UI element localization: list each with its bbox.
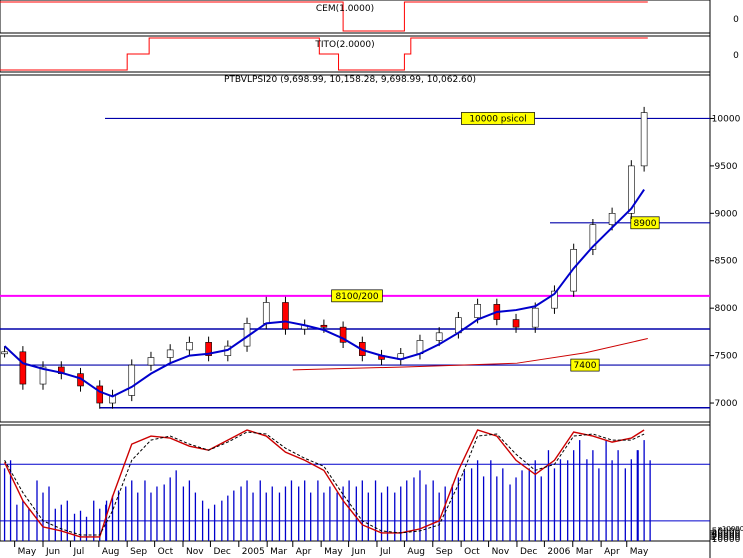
candle-body	[1, 351, 8, 355]
candle-body	[435, 332, 443, 341]
candle-body	[320, 324, 328, 328]
moving-average-line	[3, 189, 645, 398]
x-tick-label: Aug	[407, 547, 425, 557]
annotation-label: 8100/200	[335, 292, 378, 302]
volume-tick-label: 20000	[712, 533, 741, 543]
x-tick-label: Aug	[102, 547, 120, 557]
candle-body	[282, 302, 289, 330]
x-tick-label: Nov	[492, 547, 510, 557]
x-tick-label: Apr	[604, 547, 620, 557]
candle-body	[205, 342, 212, 356]
volume-multiplier: x10000	[718, 525, 743, 533]
candle-body	[96, 385, 104, 404]
candle-body	[39, 366, 47, 385]
x-tick-label: Dec	[213, 547, 230, 557]
tito-axis-label: 0	[733, 51, 739, 61]
tito-label: TITO(2.0000)	[314, 40, 374, 50]
volume-tick-label: 10000	[712, 535, 741, 545]
x-tick-label: Sep	[130, 547, 147, 557]
candle-body	[186, 342, 193, 351]
candle-body	[628, 165, 635, 214]
panel-frame	[0, 74, 711, 423]
volume-tick-label: 30000	[712, 531, 741, 541]
x-tick-label: Jun	[45, 547, 60, 557]
candle-body	[19, 351, 27, 385]
price-tick-label: 8000	[715, 304, 738, 314]
price-tick-label: 9000	[715, 209, 738, 219]
tito-panel	[0, 37, 648, 71]
candle-body	[262, 302, 270, 324]
cem-line	[0, 1, 648, 32]
annotation-box	[461, 112, 535, 125]
annotation-label: 10000 psicol	[469, 114, 526, 124]
volume-tick-label: 50000	[712, 527, 741, 537]
candle-body	[531, 307, 539, 328]
price-tick-label: 7500	[715, 352, 738, 362]
candle-body	[147, 357, 155, 366]
candle-body	[551, 290, 558, 309]
annotation-box	[570, 358, 600, 372]
candle-body	[608, 213, 616, 225]
x-tick-label: Dec	[520, 547, 537, 557]
price-tick-label: 10000	[712, 114, 741, 124]
candle-body	[128, 364, 136, 396]
annotation-box	[630, 216, 660, 230]
candle-body	[339, 326, 347, 343]
x-tick-label: Jul	[72, 547, 84, 557]
candle-body	[640, 112, 648, 167]
price-tick-label: 8500	[715, 257, 738, 267]
long-average-line	[292, 338, 648, 371]
candle-body	[512, 319, 520, 328]
candle-body	[474, 304, 481, 318]
cem-label: CEM(1.0000)	[316, 4, 374, 14]
x-axis: May Jun Jul Aug Sep Oct Nov Dec 2005 Mar Apr May Jun…	[14, 541, 649, 557]
x-tick-label: Mar	[270, 547, 287, 557]
cem-axis-label: 0	[733, 15, 739, 25]
x-tick-label: Oct	[464, 547, 480, 557]
x-tick-label: Oct	[158, 547, 174, 557]
x-tick-label: 2006	[547, 547, 570, 557]
annotation-label: 8900	[634, 219, 657, 229]
price-title: PTBVLPSI20 (9,698.99, 10,158.28, 9,698.9…	[224, 75, 476, 85]
volume-tick-label: 40000	[712, 529, 741, 539]
tito-line	[0, 37, 648, 71]
price-tick-label: 9500	[715, 162, 738, 172]
x-tick-label: Mar	[576, 547, 593, 557]
candle-body	[589, 224, 597, 250]
x-tick-label: May	[324, 547, 343, 557]
oscillator-line	[4, 431, 645, 536]
candle-body	[570, 249, 577, 292]
x-tick-label: Jun	[351, 547, 366, 557]
price-panel: 10000 9500 9000 8500 8000 7500 7000 10000 psico…	[0, 106, 741, 409]
oscillator-line	[3, 429, 645, 538]
price-tick-label: 7000	[715, 399, 738, 409]
cem-panel	[0, 1, 648, 32]
x-tick-label: Jul	[379, 547, 391, 557]
x-tick-label: May	[630, 547, 649, 557]
annotation-box	[331, 289, 383, 303]
x-tick-label: 2005	[242, 547, 265, 557]
x-tick-label: Sep	[436, 547, 453, 557]
x-tick-label: Apr	[296, 547, 312, 557]
annotation-label: 7400	[574, 361, 597, 371]
candle-body	[166, 349, 174, 358]
x-tick-label: May	[18, 547, 37, 557]
x-tick-label: Nov	[186, 547, 204, 557]
